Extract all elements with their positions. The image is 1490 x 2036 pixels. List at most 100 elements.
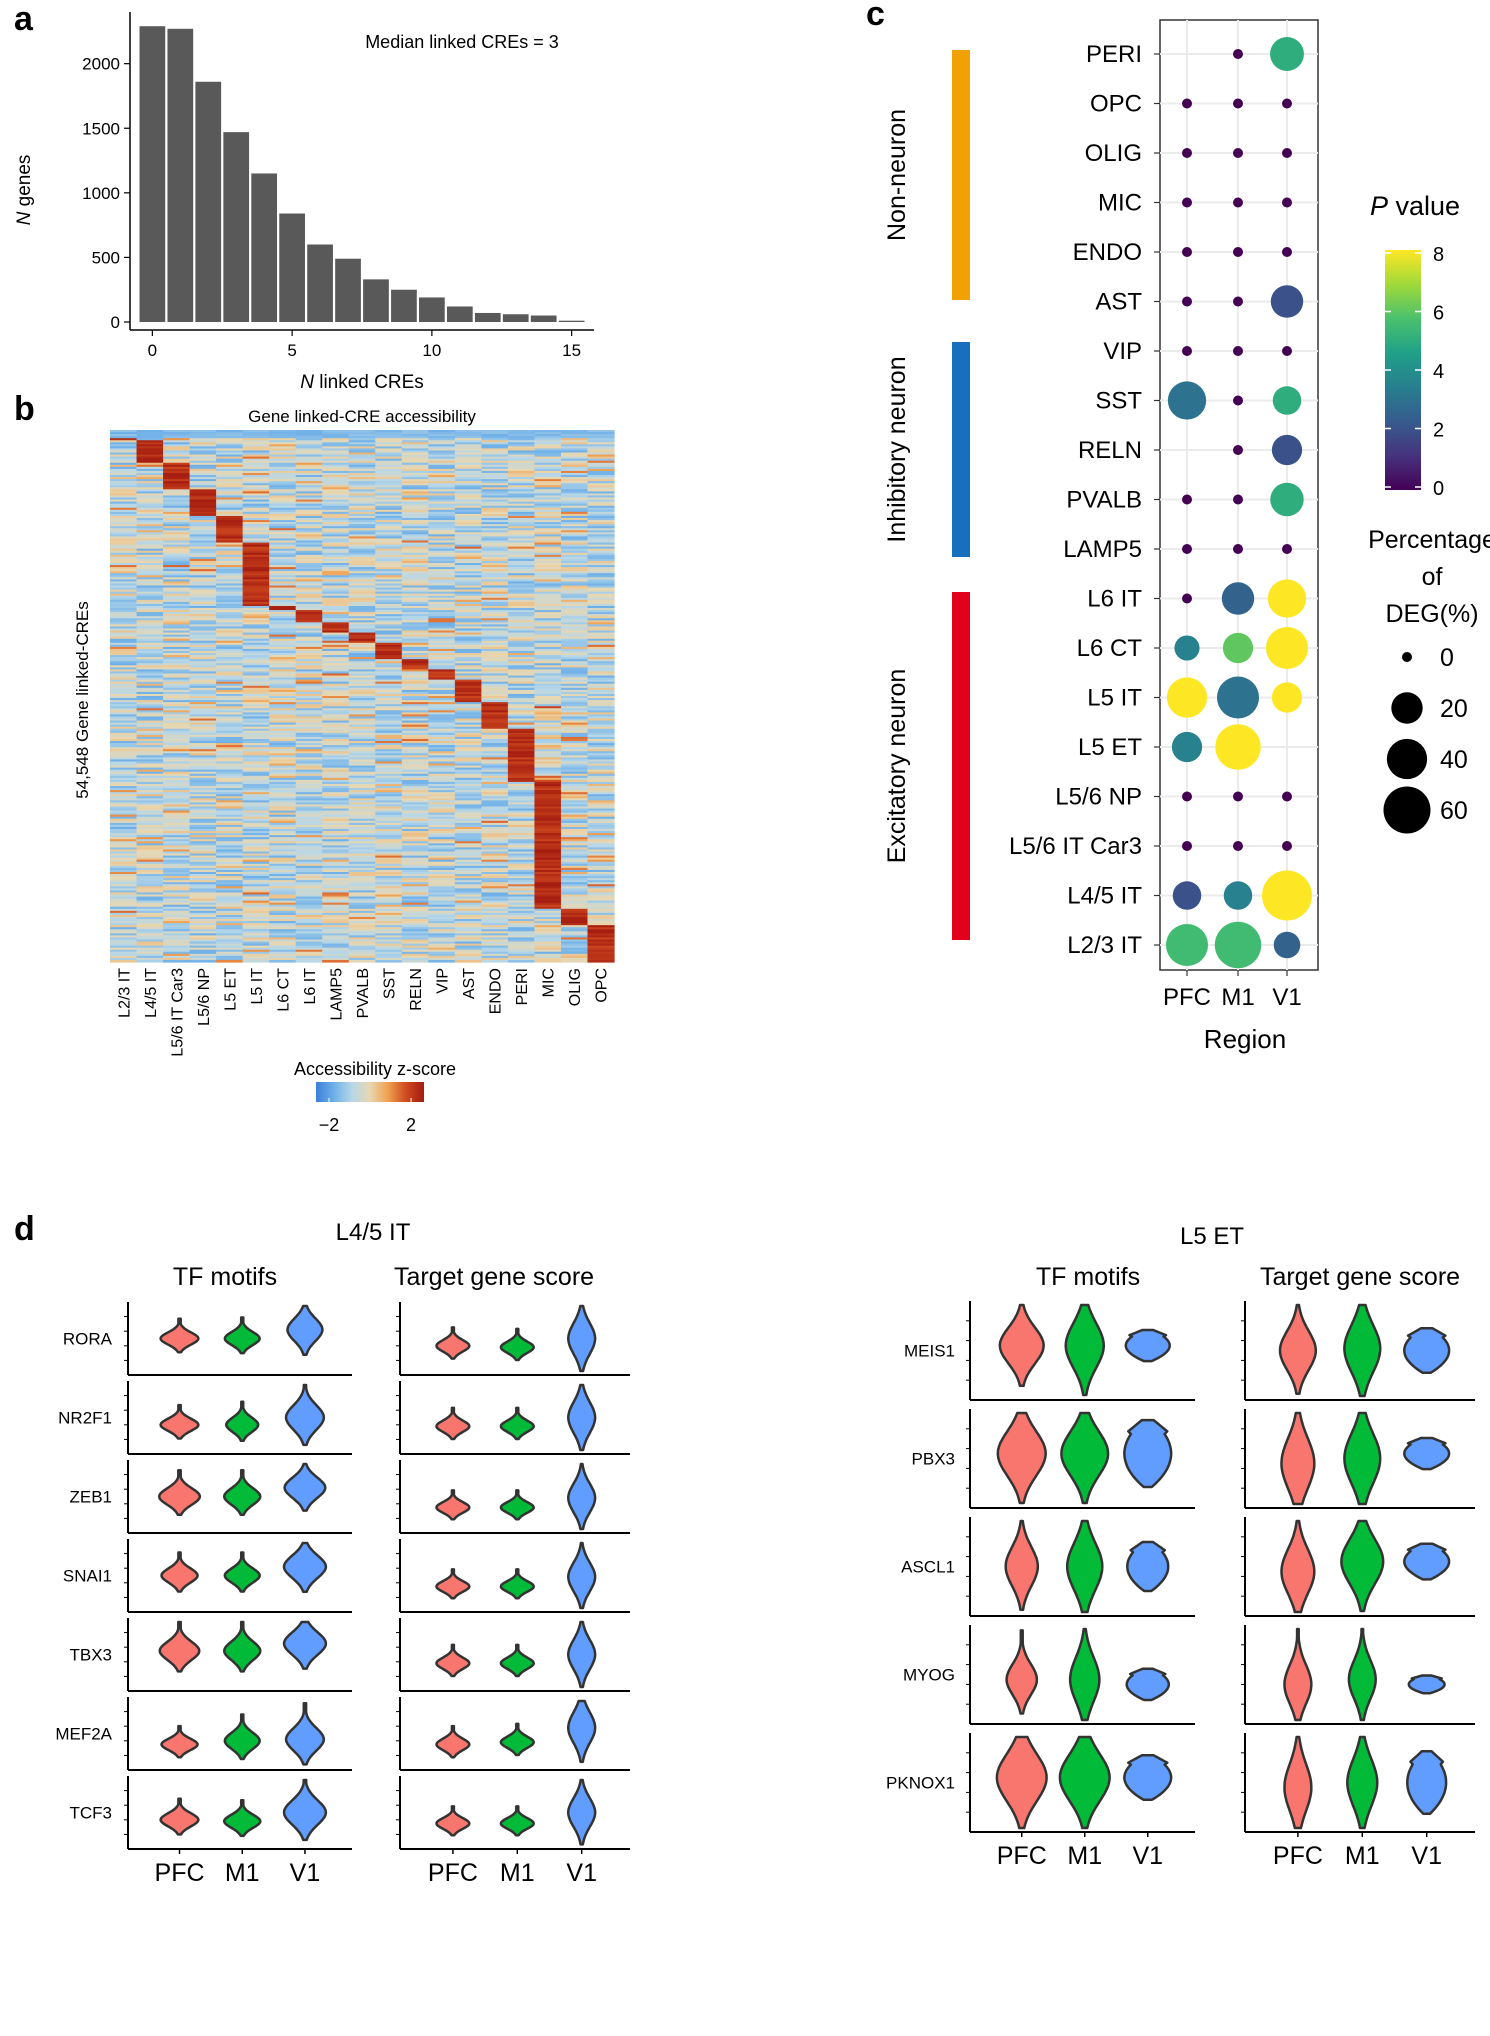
heatmap-cell [269,687,297,691]
heatmap-cell [401,509,429,513]
heatmap-cell [295,916,323,920]
heatmap-cell [322,902,350,906]
heatmap-cell [136,829,164,832]
heatmap-cell [348,894,376,898]
heatmap-cell [216,777,244,781]
heatmap-cell [242,517,270,521]
heatmap-cell [560,628,589,632]
heatmap-cell [295,914,323,918]
heatmap-cell [295,871,323,875]
heatmap-cell [534,458,562,462]
heatmap-cell [428,876,456,879]
heatmap-cell [587,947,615,951]
heatmap-cell [560,511,589,515]
heatmap-cell [110,861,138,865]
heatmap-cell [507,620,536,623]
heatmap-cell [216,810,244,814]
heatmap-cell [560,612,589,615]
heatmap-cell [136,738,164,742]
heatmap-cell [216,734,244,738]
heatmap-cell [428,820,456,824]
heatmap-cell [587,556,615,560]
heatmap-cell [136,700,164,703]
y-tick-label: 1500 [82,119,120,138]
heatmap-cell [110,876,138,879]
heatmap-cell [507,857,536,861]
heatmap-cell [454,499,482,503]
heatmap-cell [587,890,615,894]
heatmap-cell [322,861,350,865]
heatmap-cell [322,636,350,640]
heatmap-cell [507,947,536,951]
heatmap-cell [401,589,429,593]
heatmap-cell [189,595,217,599]
heatmap-cell [136,671,164,675]
heatmap-cell [587,845,615,849]
heatmap-cell [428,581,456,585]
heatmap-cell [269,577,297,580]
heatmap-cell [322,957,350,961]
heatmap-cell [189,661,217,664]
heatmap-cell [428,910,456,914]
heatmap-cell [348,608,376,611]
heatmap-cell [401,610,429,613]
heatmap-cell [587,904,615,908]
heatmap-cell [163,554,191,558]
heatmap-cell [534,755,562,758]
heatmap-cell [428,777,456,781]
heatmap-cell [163,442,191,445]
heatmap-cell [481,601,509,605]
heatmap-cell [216,612,244,615]
heatmap-cell [322,935,350,939]
heatmap-cell [560,573,589,576]
heatmap-cell [587,505,615,509]
heatmap-cell [136,636,164,640]
heatmap-cell [375,935,403,939]
heatmap-cell [163,673,191,677]
heatmap-cell [189,560,217,564]
heatmap-cell [428,921,456,924]
heatmap-cell [481,927,509,930]
heatmap-cell [375,818,403,822]
heatmap-cell [507,749,536,752]
heatmap-cell [189,710,217,713]
heatmap-cell [454,816,482,820]
heatmap-cell [295,794,323,797]
heatmap-cell [428,499,456,503]
heatmap-cell [534,741,562,744]
heatmap-cell [216,608,244,611]
heatmap-cell [507,765,536,769]
heatmap-cell [242,446,270,450]
heatmap-cell [481,890,509,894]
heatmap-cell [136,767,164,771]
heatmap-cell [110,612,138,615]
heatmap-column-label: L5/6 IT Car3 [169,968,186,1057]
heatmap-cell [401,814,429,818]
heatmap-cell [587,458,615,462]
heatmap-cell [216,955,244,959]
heatmap-cell [401,585,429,589]
heatmap-cell [216,931,244,934]
heatmap-cell [163,548,191,552]
heatmap-cell [507,577,536,580]
heatmap-cell [189,432,217,435]
heatmap-cell [587,730,615,734]
heatmap-cell [348,556,376,560]
heatmap-cell [189,583,217,587]
heatmap-cell [428,659,456,662]
heatmap-cell [189,511,217,515]
heatmap-cell [507,808,536,812]
heatmap-cell [163,432,191,435]
heatmap-cell [322,456,350,460]
heatmap-cell [454,949,482,953]
heatmap-cell [507,720,536,724]
heatmap-cell [428,923,456,926]
heatmap-cell [216,939,244,943]
heatmap-cell [163,792,191,795]
heatmap-cell [401,691,429,695]
heatmap-cell [322,665,350,668]
heatmap-cell [534,902,562,906]
heatmap-cell [587,499,615,503]
heatmap-cell [481,712,509,716]
heatmap-cell [428,685,456,689]
